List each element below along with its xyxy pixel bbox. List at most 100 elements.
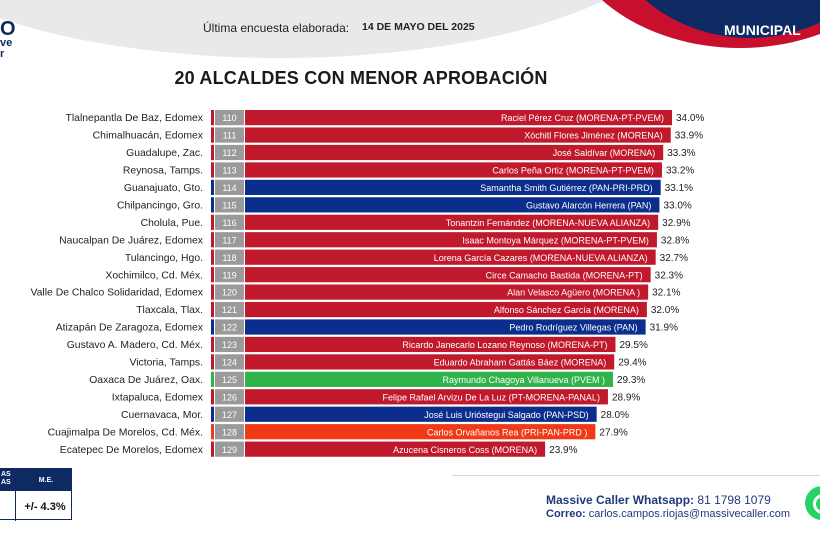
municipality-label: Tlalnepantla De Baz, Edomex xyxy=(66,113,204,124)
mayor-label: Felipe Rafael Arvizu De La Luz (PT-MOREN… xyxy=(383,392,600,402)
survey-date: 14 DE MAYO DEL 2025 xyxy=(362,21,475,33)
rank-label: 111 xyxy=(223,131,237,141)
mayor-label: Raymundo Chagoya Villanueva (PVEM ) xyxy=(443,375,605,385)
value-label: 32.0% xyxy=(651,305,679,316)
bar xyxy=(245,214,659,230)
value-label: 33.2% xyxy=(666,166,694,177)
mayor-label: Azucena Cisneros Coss (MORENA) xyxy=(393,445,537,455)
mayor-label: Carlos Peña Ortiz (MORENA-PT-PVEM) xyxy=(492,166,654,176)
contact-email-address[interactable]: carlos.campos.riojas@massivecaller.com xyxy=(588,508,791,520)
bar xyxy=(245,110,672,126)
party-color-tick xyxy=(211,354,214,370)
contact-email: Correo: carlos.campos.riojas@massivecall… xyxy=(546,508,790,520)
margin-box-header: AS AS M.E. xyxy=(0,469,71,491)
value-label: 27.9% xyxy=(599,427,627,438)
value-label: 28.0% xyxy=(601,410,629,421)
party-color-tick xyxy=(211,371,214,387)
value-label: 32.3% xyxy=(655,270,683,281)
margin-box-col-a-line1: AS xyxy=(1,471,11,478)
mayor-label: Circe Camacho Bastida (MORENA-PT) xyxy=(486,270,643,280)
rank-cell xyxy=(215,110,244,126)
mayor-label: Eduardo Abraham Gattás Báez (MORENA) xyxy=(434,358,607,368)
value-label: 29.3% xyxy=(617,375,645,386)
bar xyxy=(245,301,647,318)
rank-cell xyxy=(215,406,244,422)
municipality-label: Chimalhuacán, Edomex xyxy=(93,131,204,142)
rank-cell xyxy=(215,301,244,318)
mayor-label: José Saldívar (MORENA) xyxy=(553,148,656,158)
rank-label: 110 xyxy=(222,113,236,123)
municipality-label: Cuernavaca, Mor. xyxy=(121,410,203,421)
value-label: 33.1% xyxy=(665,183,693,194)
rank-label: 120 xyxy=(222,288,237,298)
margin-box-col-a-line2: AS xyxy=(1,479,11,486)
mayor-label: Samantha Smith Gutiérrez (PAN-PRI-PRD) xyxy=(480,183,652,193)
rank-label: 122 xyxy=(222,323,237,333)
party-color-tick xyxy=(211,301,214,318)
mayor-label: Alfonso Sánchez García (MORENA) xyxy=(494,305,639,315)
bar xyxy=(245,127,671,143)
rank-cell xyxy=(215,319,244,335)
bar xyxy=(245,267,651,283)
margin-box-separator xyxy=(15,491,16,521)
party-color-tick xyxy=(211,284,214,300)
municipality-label: Naucalpan De Juárez, Edomex xyxy=(59,235,204,246)
municipality-label: Cuajimalpa De Morelos, Cd. Méx. xyxy=(48,427,203,438)
rank-cell xyxy=(215,214,244,230)
party-color-tick xyxy=(211,319,214,335)
municipality-label: Gustavo A. Madero, Cd. Méx. xyxy=(67,340,203,351)
rank-label: 113 xyxy=(222,166,236,176)
rank-cell xyxy=(215,284,244,300)
rank-label: 124 xyxy=(222,358,237,368)
rank-cell xyxy=(215,424,244,440)
mayor-label: Lorena García Cazares (MORENA-NUEVA ALIA… xyxy=(434,253,648,263)
value-label: 29.5% xyxy=(619,340,647,351)
rank-cell xyxy=(215,127,244,143)
value-label: 34.0% xyxy=(676,113,704,124)
bar xyxy=(245,179,661,195)
bar xyxy=(245,441,546,457)
party-color-tick xyxy=(211,406,214,422)
bar xyxy=(245,406,597,422)
rank-cell xyxy=(215,162,244,178)
rank-cell xyxy=(215,249,244,265)
value-label: 31.9% xyxy=(650,323,678,334)
mayor-label: Gustavo Alarcón Herrera (PAN) xyxy=(526,200,651,210)
mayor-label: Tonantzin Fernández (MORENA-NUEVA ALIANZ… xyxy=(446,218,650,228)
bar xyxy=(245,424,596,440)
value-label: 32.9% xyxy=(662,218,690,229)
party-color-tick xyxy=(211,441,214,457)
value-label: 33.9% xyxy=(675,131,703,142)
mayor-label: Xóchitl Flores Jiménez (MORENA) xyxy=(524,131,663,141)
rank-cell xyxy=(215,144,244,161)
rank-label: 115 xyxy=(222,200,236,210)
party-color-tick xyxy=(211,424,214,440)
rank-label: 125 xyxy=(222,375,237,385)
rank-cell xyxy=(215,179,244,195)
bar xyxy=(245,389,608,405)
mayor-label: Isaac Montoya Márquez (MORENA-PT-PVEM) xyxy=(462,235,649,245)
municipality-label: Guadalupe, Zac. xyxy=(126,148,203,159)
rank-cell xyxy=(215,336,244,353)
rank-cell xyxy=(215,441,244,457)
party-color-tick xyxy=(211,144,214,161)
value-label: 23.9% xyxy=(549,445,577,456)
municipality-label: Reynosa, Tamps. xyxy=(123,166,203,177)
municipality-label: Ixtapaluca, Edomex xyxy=(112,392,204,403)
bar xyxy=(245,197,660,213)
scope-label: MUNICIPAL xyxy=(724,22,801,38)
contact-whatsapp-number[interactable]: 81 1798 1079 xyxy=(697,493,771,507)
value-label: 33.0% xyxy=(663,200,691,211)
rank-cell xyxy=(215,371,244,387)
municipality-label: Cholula, Pue. xyxy=(141,218,203,229)
contact-whatsapp-key: Massive Caller Whatsapp: xyxy=(546,493,695,507)
whatsapp-icon[interactable] xyxy=(805,486,820,520)
municipality-label: Ecatepec De Morelos, Edomex xyxy=(60,445,204,456)
header-band xyxy=(0,0,820,58)
party-color-tick xyxy=(211,162,214,178)
bar xyxy=(245,232,657,248)
rank-label: 112 xyxy=(222,148,236,158)
margin-of-error-box: AS AS M.E. +/- 4.3% xyxy=(0,468,72,521)
party-color-tick xyxy=(211,249,214,265)
